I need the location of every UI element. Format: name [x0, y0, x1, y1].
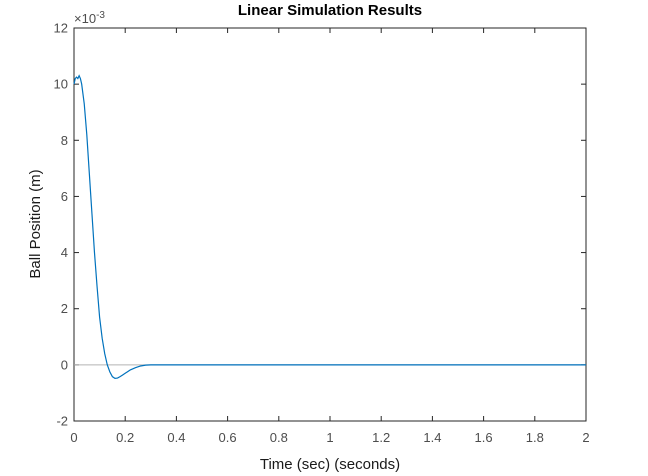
- chart-title: Linear Simulation Results: [238, 2, 422, 19]
- x-tick-label: 0.4: [167, 430, 185, 445]
- x-tick-label: 1.4: [423, 430, 441, 445]
- x-tick-label: 1.6: [475, 430, 493, 445]
- y-tick-label: 4: [61, 245, 68, 260]
- y-axis-ticks: -2 0 2 4 6 8 10 12: [54, 21, 586, 429]
- y-axis-title: Ball Position (m): [27, 169, 44, 278]
- x-axis-title: Time (sec) (seconds): [260, 456, 400, 473]
- x-tick-label: 2: [582, 430, 589, 445]
- x-tick-label: 1.2: [372, 430, 390, 445]
- y-axis-exponent: ×10-3: [74, 10, 105, 26]
- x-axis-ticks: 0 0.2 0.4 0.6 0.8 1 1.2 1.4 1.6 1.8 2: [70, 28, 590, 445]
- y-tick-label: -2: [56, 414, 68, 429]
- x-tick-label: 0.6: [219, 430, 237, 445]
- y-exponent-base: ×10: [74, 11, 96, 26]
- y-tick-label: 6: [61, 189, 68, 204]
- y-exponent-power: -3: [96, 10, 105, 21]
- series-line: [73, 74, 586, 379]
- y-tick-label: 8: [61, 133, 68, 148]
- x-tick-label: 0.8: [270, 430, 288, 445]
- y-tick-label: 10: [54, 77, 68, 92]
- x-tick-label: 0: [70, 430, 77, 445]
- x-tick-label: 0.2: [116, 430, 134, 445]
- y-tick-label: 12: [54, 21, 68, 36]
- x-tick-label: 1: [326, 430, 333, 445]
- y-tick-label: 0: [61, 357, 68, 372]
- x-tick-label: 1.8: [526, 430, 544, 445]
- y-tick-label: 2: [61, 301, 68, 316]
- plot-box: [73, 27, 587, 422]
